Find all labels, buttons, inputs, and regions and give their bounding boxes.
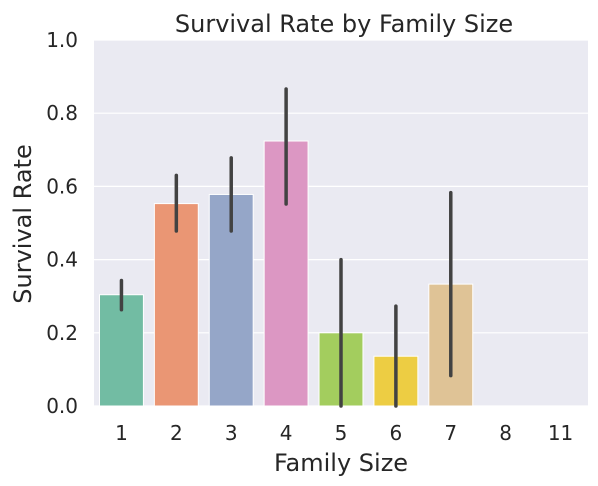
y-axis-label: Survival Rate <box>9 144 37 303</box>
x-tick-label: 1 <box>115 421 128 445</box>
y-tick-label: 1.0 <box>46 28 78 52</box>
x-tick-label: 5 <box>335 421 348 445</box>
bars <box>98 140 474 407</box>
x-tick-label: 2 <box>170 421 183 445</box>
chart-title: Survival Rate by Family Size <box>175 10 513 38</box>
bar-2 <box>153 203 199 407</box>
x-tick-label: 4 <box>280 421 293 445</box>
x-axis-ticks: 1 2 3 4 5 6 7 8 11 <box>115 421 573 445</box>
x-tick-label: 7 <box>444 421 457 445</box>
bar-1 <box>98 294 144 407</box>
y-tick-label: 0.8 <box>46 101 78 125</box>
y-tick-label: 0.0 <box>46 394 78 418</box>
error-bars <box>119 87 453 408</box>
x-tick-label: 6 <box>390 421 403 445</box>
x-tick-label: 3 <box>225 421 238 445</box>
y-tick-label: 0.2 <box>46 321 78 345</box>
x-axis-label: Family Size <box>274 449 408 477</box>
x-tick-label: 11 <box>548 421 573 445</box>
y-tick-label: 0.6 <box>46 174 78 198</box>
y-axis-ticks: 0.0 0.2 0.4 0.6 0.8 1.0 <box>46 28 78 418</box>
y-tick-label: 0.4 <box>46 248 78 272</box>
x-tick-label: 8 <box>499 421 512 445</box>
